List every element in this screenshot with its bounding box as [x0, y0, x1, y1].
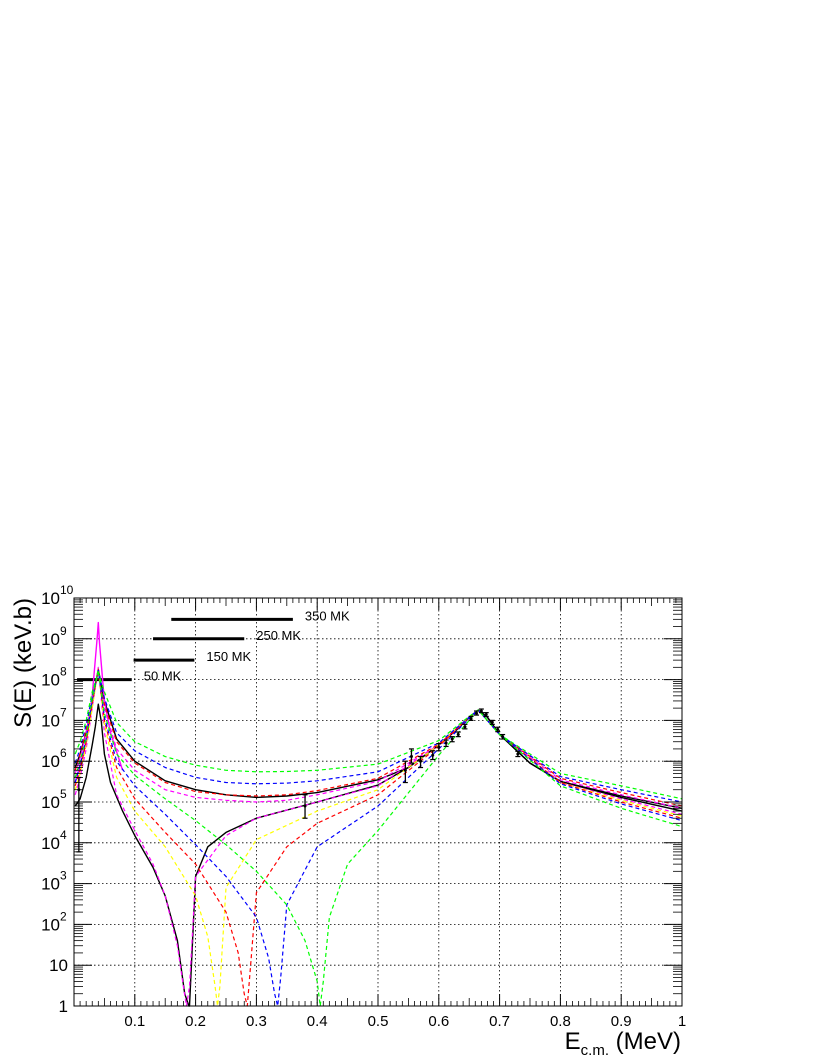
y-tick-label-base: 10	[41, 915, 60, 934]
y-tick-label-base: 10	[41, 793, 60, 812]
y-tick-label: 10	[41, 752, 60, 771]
x-tick-label: 0.7	[489, 1013, 510, 1030]
data-point-marker	[484, 712, 488, 716]
data-point-marker	[490, 720, 494, 724]
y-tick-label-base: 10	[41, 711, 60, 730]
data-point-marker	[474, 711, 478, 715]
y-tick-label-base: 10	[41, 834, 60, 853]
y-tick-label: 10	[41, 793, 60, 812]
gamow-window-label: 250 MK	[256, 628, 301, 643]
x-tick-label: 1	[678, 1013, 686, 1030]
y-tick-label-base: 10	[41, 752, 60, 771]
y-tick-label: 10	[41, 671, 60, 690]
x-axis-label-unit: (MeV)	[609, 1028, 681, 1055]
data-point-marker	[409, 755, 413, 759]
x-tick-label: 0.6	[428, 1013, 449, 1030]
gamow-window-label: 350 MK	[305, 608, 350, 623]
x-tick-label: 0.1	[124, 1013, 145, 1030]
data-point-marker	[303, 804, 307, 808]
x-tick-label: 0.2	[185, 1013, 206, 1030]
gamow-window-label: 50 MK	[144, 669, 182, 684]
data-point-marker	[501, 735, 505, 739]
data-point-marker	[456, 733, 460, 737]
y-tick-label-exponent: 10	[60, 583, 74, 597]
y-tick-label: 10	[49, 956, 68, 975]
y-tick-label-base: 10	[41, 630, 60, 649]
data-point-marker	[403, 768, 407, 772]
y-tick-label: 10	[41, 589, 60, 608]
y-tick-label: 10	[41, 915, 60, 934]
x-tick-label: 0.9	[611, 1013, 632, 1030]
series-line-11	[74, 669, 683, 1007]
y-tick-label-exponent: 3	[60, 869, 67, 883]
data-point-marker	[463, 725, 467, 729]
y-tick-label-base: 10	[49, 956, 68, 975]
y-tick-label: 10	[41, 875, 60, 894]
data-point-marker	[516, 752, 520, 756]
x-tick-labels: 0.1 0.2 0.3 0.4 0.5 0.6 0.7 0.8 0.9 1	[124, 1013, 686, 1030]
y-tick-label-exponent: 7	[60, 705, 67, 719]
x-axis-label-sub: c.m.	[581, 1042, 609, 1058]
y-tick-label-base: 10	[41, 589, 60, 608]
y-tick-label-exponent: 4	[60, 828, 67, 842]
y-tick-label: 10	[41, 834, 60, 853]
y-tick-label-exponent: 8	[60, 665, 67, 679]
y-tick-label-exponent: 6	[60, 746, 67, 760]
y-tick-label-exponent: 2	[60, 909, 67, 923]
data-point-marker	[479, 709, 483, 713]
y-tick-label: 10	[41, 711, 60, 730]
data-point-marker	[469, 717, 473, 721]
y-tick-label-exponent: 5	[60, 787, 67, 801]
axis-ticks	[74, 597, 683, 1007]
data-point-marker	[444, 741, 448, 745]
y-tick-label: 1	[59, 997, 68, 1016]
y-tick-label: 10	[41, 630, 60, 649]
x-axis-label: Ec.m. (MeV)	[565, 1028, 681, 1058]
x-tick-label: 0.8	[550, 1013, 571, 1030]
y-tick-label-base: 1	[59, 997, 68, 1016]
data-point-marker	[496, 727, 500, 731]
x-tick-label: 0.5	[368, 1013, 389, 1030]
x-axis-label-main: E	[565, 1028, 581, 1055]
x-tick-label: 0.3	[246, 1013, 267, 1030]
data-point-marker	[419, 759, 423, 763]
y-axis-label: S(E) (keV.b)	[10, 598, 37, 728]
x-tick-label: 0.4	[307, 1013, 328, 1030]
data-point-marker	[450, 737, 454, 741]
y-tick-label-base: 10	[41, 875, 60, 894]
series-line-10	[74, 670, 683, 803]
gamow-window-label: 150 MK	[206, 649, 251, 664]
y-tick-label-base: 10	[41, 671, 60, 690]
y-tick-label-exponent: 9	[60, 624, 67, 638]
data-point-marker	[437, 745, 441, 749]
data-point-marker	[431, 753, 435, 757]
series-line-12	[74, 671, 683, 800]
